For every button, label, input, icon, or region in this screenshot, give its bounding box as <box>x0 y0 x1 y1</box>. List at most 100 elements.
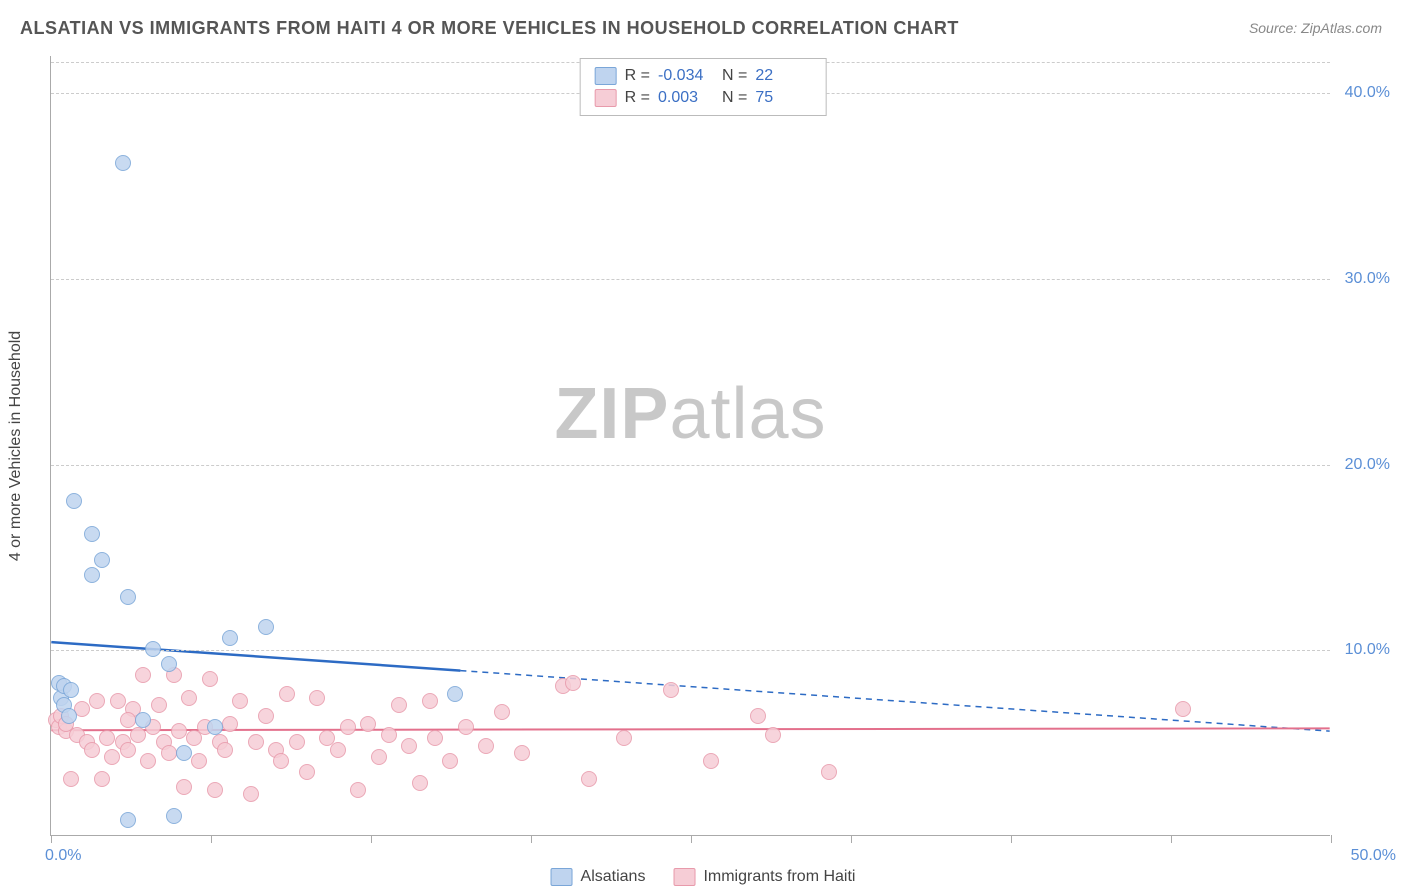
scatter-point <box>99 730 115 746</box>
gridline <box>51 465 1330 466</box>
scatter-point <box>140 753 156 769</box>
scatter-point <box>104 749 120 765</box>
scatter-point <box>821 764 837 780</box>
scatter-point <box>176 745 192 761</box>
scatter-point <box>63 771 79 787</box>
legend-n-label: N = <box>722 67 747 85</box>
scatter-point <box>217 742 233 758</box>
legend-r-label: R = <box>625 89 650 107</box>
scatter-point <box>765 727 781 743</box>
x-tick <box>531 835 532 843</box>
y-tick-label: 30.0% <box>1345 270 1390 288</box>
scatter-point <box>145 641 161 657</box>
scatter-point <box>89 693 105 709</box>
scatter-point <box>120 812 136 828</box>
scatter-point <box>84 567 100 583</box>
scatter-point <box>115 155 131 171</box>
legend-r-value: -0.034 <box>658 67 714 85</box>
scatter-point <box>94 771 110 787</box>
legend-swatch <box>551 868 573 886</box>
scatter-point <box>202 671 218 687</box>
scatter-point <box>207 719 223 735</box>
scatter-point <box>248 734 264 750</box>
y-tick-label: 10.0% <box>1345 641 1390 659</box>
scatter-point <box>663 682 679 698</box>
scatter-point <box>61 708 77 724</box>
source-attribution: Source: ZipAtlas.com <box>1249 20 1382 36</box>
scatter-point <box>299 764 315 780</box>
legend-row: R =0.003N =75 <box>595 87 812 109</box>
scatter-point <box>381 727 397 743</box>
scatter-point <box>412 775 428 791</box>
scatter-point <box>494 704 510 720</box>
legend-row: R = -0.034 N = 22 <box>595 65 812 87</box>
trend-lines-layer <box>51 56 1330 835</box>
x-axis-min-label: 0.0% <box>45 847 81 865</box>
scatter-point <box>66 493 82 509</box>
legend-swatch <box>595 89 617 107</box>
legend-item: Immigrants from Haiti <box>673 868 855 886</box>
legend-label: Alsatians <box>581 868 646 886</box>
scatter-point <box>130 727 146 743</box>
y-axis-label: 4 or more Vehicles in Household <box>7 331 25 561</box>
scatter-point <box>120 712 136 728</box>
scatter-point <box>330 742 346 758</box>
y-tick-label: 20.0% <box>1345 456 1390 474</box>
legend-r-value: 0.003 <box>658 89 714 107</box>
legend-r-label: R = <box>625 67 650 85</box>
gridline <box>51 650 1330 651</box>
trend-line-solid <box>51 642 460 670</box>
scatter-point <box>422 693 438 709</box>
scatter-point <box>161 656 177 672</box>
scatter-point <box>222 630 238 646</box>
scatter-point <box>565 675 581 691</box>
scatter-point <box>273 753 289 769</box>
chart-plot-area: ZIPatlas 0.0% 50.0% 10.0%20.0%30.0%40.0% <box>50 56 1330 836</box>
scatter-point <box>166 808 182 824</box>
scatter-point <box>427 730 443 746</box>
scatter-point <box>222 716 238 732</box>
legend-n-label: N = <box>722 89 747 107</box>
scatter-point <box>191 753 207 769</box>
legend-item: Alsatians <box>551 868 646 886</box>
scatter-point <box>371 749 387 765</box>
trend-line-dashed <box>460 671 1329 732</box>
y-tick-label: 40.0% <box>1345 84 1390 102</box>
scatter-point <box>581 771 597 787</box>
x-tick <box>1171 835 1172 843</box>
gridline <box>51 279 1330 280</box>
scatter-point <box>135 667 151 683</box>
legend-n-value: 22 <box>755 67 811 85</box>
scatter-point <box>243 786 259 802</box>
trend-line-solid <box>51 728 1329 730</box>
scatter-point <box>350 782 366 798</box>
scatter-point <box>120 742 136 758</box>
scatter-point <box>458 719 474 735</box>
scatter-point <box>703 753 719 769</box>
x-tick <box>51 835 52 843</box>
scatter-point <box>750 708 766 724</box>
x-tick <box>371 835 372 843</box>
x-tick <box>211 835 212 843</box>
scatter-point <box>171 723 187 739</box>
scatter-point <box>94 552 110 568</box>
scatter-point <box>1175 701 1191 717</box>
scatter-point <box>447 686 463 702</box>
scatter-point <box>478 738 494 754</box>
series-legend: Alsatians Immigrants from Haiti <box>551 868 856 886</box>
scatter-point <box>514 745 530 761</box>
x-tick <box>1331 835 1332 843</box>
scatter-point <box>289 734 305 750</box>
scatter-point <box>120 589 136 605</box>
scatter-point <box>151 697 167 713</box>
scatter-point <box>207 782 223 798</box>
legend-label: Immigrants from Haiti <box>703 868 855 886</box>
x-tick <box>691 835 692 843</box>
scatter-point <box>309 690 325 706</box>
scatter-point <box>616 730 632 746</box>
legend-swatch <box>673 868 695 886</box>
scatter-point <box>401 738 417 754</box>
scatter-point <box>161 745 177 761</box>
scatter-point <box>110 693 126 709</box>
scatter-point <box>63 682 79 698</box>
